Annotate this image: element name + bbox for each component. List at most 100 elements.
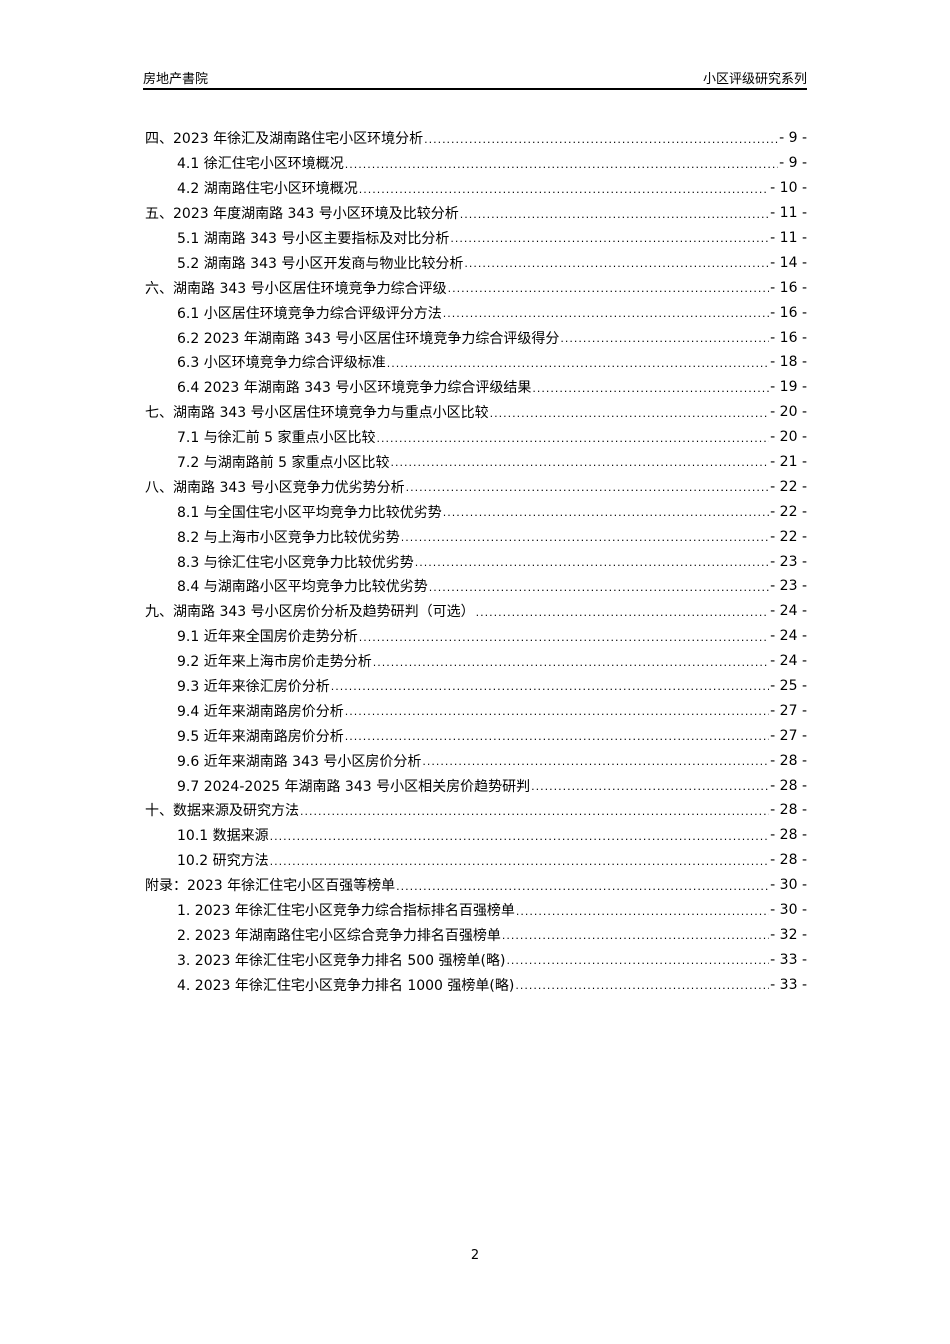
- toc-entry-title: 9.1 近年来全国房价走势分析: [177, 629, 358, 646]
- toc-entry-title: 7.2 与湖南路前 5 家重点小区比较: [177, 455, 390, 472]
- toc-leader-dots: [531, 780, 769, 798]
- toc-entry-page: - 20 -: [770, 429, 807, 446]
- toc-entry[interactable]: 5.2 湖南路 343 号小区开发商与物业比较分析 - 14 -: [145, 250, 807, 275]
- toc-entry[interactable]: 七、湖南路 343 号小区居住环境竞争力与重点小区比较 - 20 -: [145, 400, 807, 425]
- toc-leader-dots: [359, 631, 769, 649]
- toc-leader-dots: [502, 929, 769, 947]
- toc-leader-dots: [443, 506, 769, 524]
- toc-entry-title: 6.4 2023 年湖南路 343 号小区环境竞争力综合评级结果: [177, 380, 532, 397]
- toc-entry[interactable]: 9.4 近年来湖南路房价分析 - 27 -: [145, 698, 807, 723]
- toc-entry-title: 6.1 小区居住环境竞争力综合评级评分方法: [177, 305, 442, 322]
- toc-entry-title: 4. 2023 年徐汇住宅小区竞争力排名 1000 强榜单(略): [177, 977, 515, 994]
- toc-leader-dots: [345, 158, 778, 176]
- toc-entry-page: - 23 -: [770, 553, 807, 570]
- toc-leader-dots: [359, 183, 769, 201]
- toc-leader-dots: [515, 979, 769, 997]
- toc-leader-dots: [429, 581, 769, 599]
- toc-entry-title: 2. 2023 年湖南路住宅小区综合竞争力排名百强榜单: [177, 927, 501, 944]
- toc-entry[interactable]: 3. 2023 年徐汇住宅小区竞争力排名 500 强榜单(略) - 33 -: [145, 947, 807, 972]
- toc-entry-page: - 22 -: [770, 503, 807, 520]
- page-number: 2: [470, 1248, 480, 1263]
- toc-entry[interactable]: 10.1 数据来源 - 28 -: [145, 823, 807, 848]
- toc-entry[interactable]: 9.2 近年来上海市房价走势分析 - 24 -: [145, 649, 807, 674]
- toc-entry[interactable]: 四、2023 年徐汇及湖南路住宅小区环境分析 - 9 -: [145, 126, 807, 151]
- toc-entry-title: 8.2 与上海市小区竞争力比较优劣势: [177, 529, 400, 546]
- toc-entry[interactable]: 九、湖南路 343 号小区房价分析及趋势研判（可选） - 24 -: [145, 599, 807, 624]
- toc-entry[interactable]: 八、湖南路 343 号小区竞争力优劣势分析 - 22 -: [145, 474, 807, 499]
- toc-entry[interactable]: 十、数据来源及研究方法 - 28 -: [145, 798, 807, 823]
- toc-entry[interactable]: 9.6 近年来湖南路 343 号小区房价分析 - 28 -: [145, 748, 807, 773]
- toc-entry[interactable]: 9.3 近年来徐汇房价分析 - 25 -: [145, 674, 807, 699]
- toc-entry[interactable]: 9.5 近年来湖南路房价分析 - 27 -: [145, 723, 807, 748]
- toc-entry-page: - 9 -: [779, 155, 807, 172]
- toc-leader-dots: [331, 680, 769, 698]
- toc-entry[interactable]: 4.1 徐汇住宅小区环境概况 - 9 -: [145, 151, 807, 176]
- toc-entry-title: 4.2 湖南路住宅小区环境概况: [177, 181, 358, 198]
- toc-entry[interactable]: 6.2 2023 年湖南路 343 号小区居住环境竞争力综合评级得分 - 16 -: [145, 325, 807, 350]
- toc-entry-title: 8.4 与湖南路小区平均竞争力比较优劣势: [177, 579, 428, 596]
- toc-entry-page: - 32 -: [770, 926, 807, 943]
- toc-entry-page: - 10 -: [770, 180, 807, 197]
- toc-entry-page: - 30 -: [770, 902, 807, 919]
- toc-entry[interactable]: 4.2 湖南路住宅小区环境概况 - 10 -: [145, 176, 807, 201]
- toc-leader-dots: [373, 656, 769, 674]
- toc-leader-dots: [377, 432, 770, 450]
- toc-entry-title: 9.3 近年来徐汇房价分析: [177, 679, 330, 696]
- toc-entry-page: - 28 -: [770, 852, 807, 869]
- toc-entry[interactable]: 6.3 小区环境竞争力综合评级标准 - 18 -: [145, 350, 807, 375]
- toc-entry-title: 5.1 湖南路 343 号小区主要指标及对比分析: [177, 231, 450, 247]
- toc-leader-dots: [424, 133, 778, 151]
- toc-entry[interactable]: 9.7 2024-2025 年湖南路 343 号小区相关房价趋势研判 - 28 -: [145, 773, 807, 798]
- toc-entry[interactable]: 8.1 与全国住宅小区平均竞争力比较优劣势 - 22 -: [145, 499, 807, 524]
- toc-entry[interactable]: 8.3 与徐汇住宅小区竞争力比较优劣势 - 23 -: [145, 549, 807, 574]
- toc-entry[interactable]: 1. 2023 年徐汇住宅小区竞争力综合指标排名百强榜单 - 30 -: [145, 898, 807, 923]
- toc-entry-title: 八、湖南路 343 号小区竞争力优劣势分析: [145, 479, 405, 496]
- toc-entry-page: - 27 -: [770, 727, 807, 744]
- toc-entry-page: - 24 -: [770, 653, 807, 670]
- toc-entry[interactable]: 10.2 研究方法 - 28 -: [145, 848, 807, 873]
- toc-entry-page: - 9 -: [779, 130, 807, 147]
- toc-entry[interactable]: 2. 2023 年湖南路住宅小区综合竞争力排名百强榜单 - 32 -: [145, 923, 807, 948]
- toc-entry[interactable]: 六、湖南路 343 号小区居住环境竞争力综合评级 - 16 -: [145, 275, 807, 300]
- toc-entry[interactable]: 4. 2023 年徐汇住宅小区竞争力排名 1000 强榜单(略) - 33 -: [145, 972, 807, 997]
- toc-entry[interactable]: 7.2 与湖南路前 5 家重点小区比较 - 21 -: [145, 450, 807, 475]
- toc-entry-title: 5.2 湖南路 343 号小区开发商与物业比较分析: [177, 255, 464, 272]
- toc-entry-page: - 11 -: [770, 205, 807, 222]
- toc-entry[interactable]: 8.4 与湖南路小区平均竞争力比较优劣势 - 23 -: [145, 574, 807, 599]
- toc-entry-title: 9.6 近年来湖南路 343 号小区房价分析: [177, 753, 422, 770]
- toc-entry-page: - 11 -: [770, 230, 807, 246]
- toc-entry-page: - 24 -: [770, 628, 807, 645]
- toc-entry-title: 十、数据来源及研究方法: [145, 803, 299, 820]
- toc-entry[interactable]: 5.1 湖南路 343 号小区主要指标及对比分析 - 11 -: [145, 226, 807, 251]
- toc-leader-dots: [387, 357, 769, 375]
- toc-entry-page: - 22 -: [770, 528, 807, 545]
- toc-entry[interactable]: 9.1 近年来全国房价走势分析 - 24 -: [145, 624, 807, 649]
- toc-entry[interactable]: 6.4 2023 年湖南路 343 号小区环境竞争力综合评级结果 - 19 -: [145, 375, 807, 400]
- toc-leader-dots: [345, 730, 769, 748]
- toc-entry[interactable]: 五、2023 年度湖南路 343 号小区环境及比较分析 - 11 -: [145, 201, 807, 226]
- header-right: 小区评级研究系列: [702, 72, 807, 87]
- toc-leader-dots: [345, 705, 769, 723]
- toc-entry-title: 3. 2023 年徐汇住宅小区竞争力排名 500 强榜单(略): [177, 952, 506, 969]
- toc-entry-page: - 14 -: [770, 254, 807, 271]
- toc-entry[interactable]: 7.1 与徐汇前 5 家重点小区比较 - 20 -: [145, 425, 807, 450]
- toc-entry-page: - 27 -: [770, 702, 807, 719]
- toc-leader-dots: [401, 531, 769, 549]
- toc-entry-title: 五、2023 年度湖南路 343 号小区环境及比较分析: [145, 206, 459, 223]
- toc-entry-page: - 18 -: [770, 354, 807, 371]
- toc-leader-dots: [391, 456, 770, 474]
- header-divider: [143, 88, 807, 90]
- toc-leader-dots: [270, 855, 770, 873]
- toc-entry[interactable]: 8.2 与上海市小区竞争力比较优劣势 - 22 -: [145, 524, 807, 549]
- toc-leader-dots: [270, 830, 770, 848]
- toc-entry[interactable]: 附录：2023 年徐汇住宅小区百强等榜单 - 30 -: [145, 873, 807, 898]
- toc-leader-dots: [300, 805, 769, 823]
- toc-entry-title: 七、湖南路 343 号小区居住环境竞争力与重点小区比较: [145, 405, 489, 422]
- toc-entry-page: - 22 -: [770, 478, 807, 495]
- toc-entry-title: 九、湖南路 343 号小区房价分析及趋势研判（可选）: [145, 604, 475, 621]
- toc-entry[interactable]: 6.1 小区居住环境竞争力综合评级评分方法 - 16 -: [145, 300, 807, 325]
- toc-entry-page: - 25 -: [770, 678, 807, 695]
- toc-entry-title: 6.3 小区环境竞争力综合评级标准: [177, 355, 386, 372]
- table-of-contents: 四、2023 年徐汇及湖南路住宅小区环境分析- 9 -4.1 徐汇住宅小区环境概…: [145, 126, 807, 997]
- toc-leader-dots: [532, 382, 769, 400]
